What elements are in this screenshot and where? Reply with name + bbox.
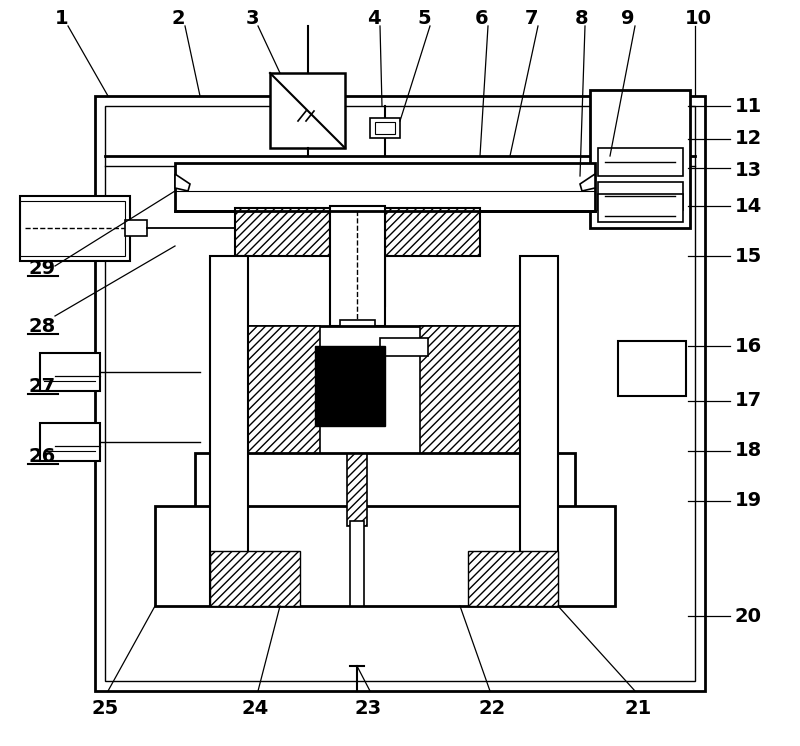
Text: 22: 22 (478, 698, 506, 718)
Bar (20, 201, 125, 256)
Bar (385, 208, 480, 256)
Bar (346, 334, 368, 346)
Text: 12: 12 (734, 130, 762, 148)
Bar (598, 194, 683, 222)
Text: 15: 15 (734, 246, 762, 266)
Bar (315, 346, 385, 426)
Text: 16: 16 (734, 336, 762, 356)
Text: 29: 29 (29, 259, 55, 278)
Bar (230, 326, 540, 456)
Text: 23: 23 (354, 698, 382, 718)
Text: 6: 6 (475, 8, 489, 28)
Bar (40, 353, 100, 391)
Bar (95, 96, 705, 691)
Text: 21: 21 (624, 698, 652, 718)
Bar (380, 338, 428, 356)
Bar (347, 454, 367, 526)
Text: 27: 27 (29, 377, 55, 395)
Bar (618, 341, 686, 396)
Bar (195, 453, 575, 511)
Text: 13: 13 (734, 161, 762, 181)
Bar (230, 326, 320, 456)
Bar (520, 256, 558, 606)
Bar (210, 551, 300, 606)
Bar (175, 163, 595, 211)
Bar (590, 90, 690, 228)
Polygon shape (580, 174, 595, 191)
Text: 3: 3 (246, 8, 258, 28)
Text: 5: 5 (417, 8, 431, 28)
Bar (40, 423, 100, 461)
Text: 17: 17 (734, 392, 762, 410)
Text: 7: 7 (526, 8, 538, 28)
Text: 9: 9 (622, 8, 634, 28)
Bar (105, 106, 695, 681)
Text: 24: 24 (242, 698, 269, 718)
Bar (155, 506, 615, 606)
Bar (330, 206, 385, 326)
Bar (350, 521, 364, 606)
Text: 10: 10 (685, 8, 711, 28)
Text: 19: 19 (734, 492, 762, 510)
Bar (468, 551, 558, 606)
Bar (20, 196, 130, 261)
Text: 4: 4 (367, 8, 381, 28)
Text: 2: 2 (171, 8, 185, 28)
Bar (420, 326, 540, 456)
Text: 28: 28 (28, 316, 56, 336)
Bar (375, 122, 395, 134)
Bar (370, 118, 400, 138)
Text: 1: 1 (55, 8, 69, 28)
Bar (125, 220, 147, 236)
Bar (598, 182, 683, 210)
Text: 20: 20 (734, 606, 762, 625)
Bar (270, 73, 345, 148)
Text: 25: 25 (91, 698, 118, 718)
Text: 11: 11 (734, 96, 762, 116)
Bar (598, 148, 683, 176)
Text: 26: 26 (28, 447, 56, 466)
Text: 18: 18 (734, 442, 762, 460)
Text: 8: 8 (575, 8, 589, 28)
Polygon shape (175, 174, 190, 191)
Bar (235, 208, 330, 256)
Text: 14: 14 (734, 196, 762, 216)
Bar (210, 256, 248, 606)
Bar (340, 320, 375, 336)
